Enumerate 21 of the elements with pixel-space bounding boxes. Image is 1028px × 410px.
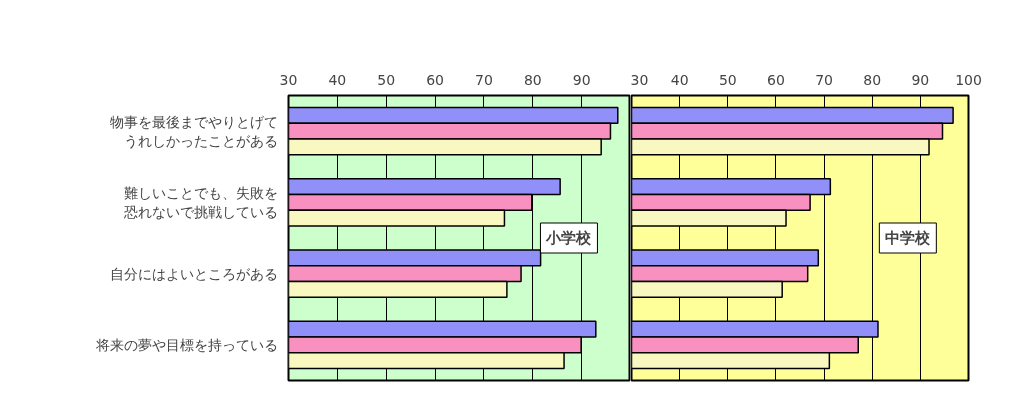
x-tick-label: 70 xyxy=(475,71,493,88)
x-tick-label: 80 xyxy=(523,71,542,88)
y-tick-label: 将来の夢や目標を持っている xyxy=(94,336,278,353)
y-tick-label: 自分にはよいところがある xyxy=(109,265,278,282)
x-tick-label: 50 xyxy=(718,71,737,88)
x-tick-label: 90 xyxy=(572,71,591,88)
x-tick-label: 60 xyxy=(426,71,444,88)
x-tick-label: 50 xyxy=(377,71,396,88)
x-tick-label: 40 xyxy=(328,71,347,88)
x-tick-label: 60 xyxy=(767,71,785,88)
x-tick-label: 30 xyxy=(279,71,298,88)
x-tick-label: 30 xyxy=(630,71,649,88)
y-tick-label: 物事を最後までやりとげてうれしかったことがある xyxy=(109,113,278,149)
x-tick-label: 80 xyxy=(863,71,882,88)
annotation: 小学校 xyxy=(545,229,593,247)
x-tick-label: 90 xyxy=(911,71,930,88)
x-tick-label: 40 xyxy=(670,71,689,88)
x-tick-label: 70 xyxy=(815,71,833,88)
y-tick-label: 難しいことでも、失敗を恐れないで挑戦している xyxy=(122,184,278,220)
annotation: 中学校 xyxy=(885,229,932,247)
x-tick-label: 100 xyxy=(955,71,982,88)
